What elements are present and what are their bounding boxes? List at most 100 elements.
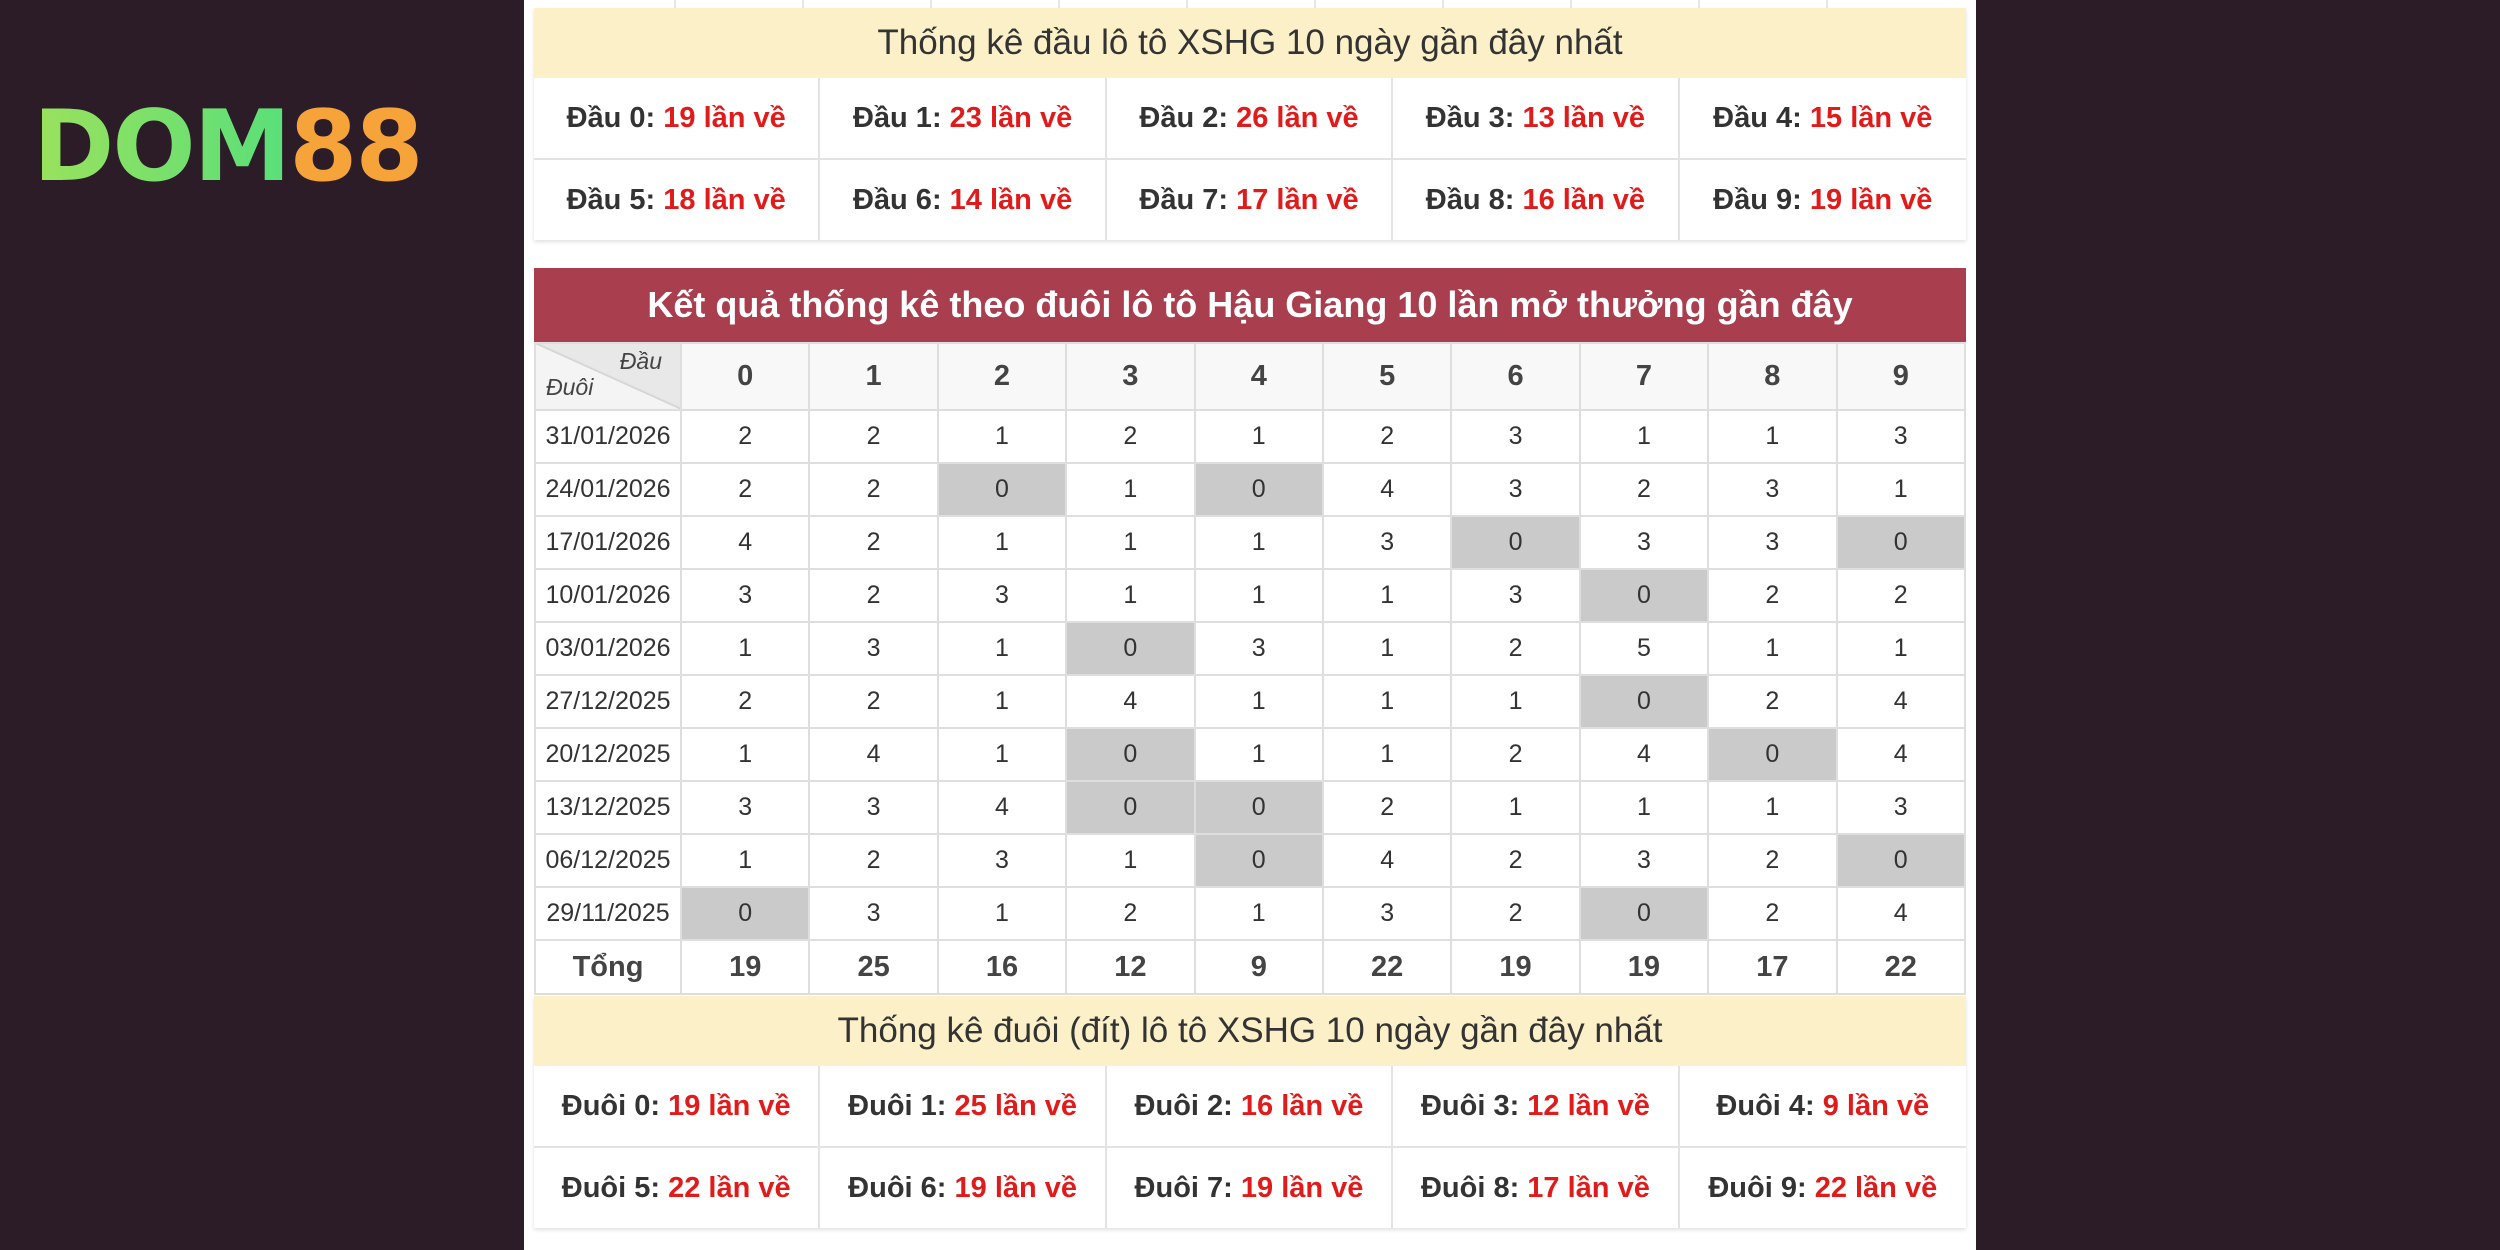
row-date: 20/12/2025 bbox=[534, 727, 682, 782]
table-cell: 3 bbox=[679, 780, 811, 835]
tail-stat-count: 22 lần về bbox=[1814, 1172, 1938, 1204]
table-cell: 0 bbox=[1193, 780, 1324, 835]
table-cell: 4 bbox=[936, 780, 1068, 835]
row-date: 10/01/2026 bbox=[534, 568, 682, 623]
head-stat-label: Đầu 2: bbox=[1139, 102, 1229, 134]
total-cell: 12 bbox=[1065, 939, 1196, 995]
table-row: 13/12/2025 3 3 4 0 0 2 1 1 1 3 bbox=[534, 780, 1967, 835]
table-cell: 0 bbox=[1065, 727, 1196, 782]
tail-stat-item: Đuôi 5: 22 lần về bbox=[534, 1148, 821, 1228]
table-cell: 0 bbox=[1578, 568, 1710, 623]
column-header: 6 bbox=[1450, 342, 1581, 411]
table-cell: 2 bbox=[808, 674, 939, 729]
total-cell: 25 bbox=[808, 939, 939, 995]
table-cell: 3 bbox=[1578, 515, 1710, 570]
table-cell: 2 bbox=[1707, 568, 1838, 623]
head-stat-count: 13 lần về bbox=[1522, 102, 1645, 134]
head-stat-item: Đầu 5: 18 lần về bbox=[534, 160, 821, 240]
column-header: 9 bbox=[1835, 342, 1967, 411]
head-stat-count: 23 lần về bbox=[949, 102, 1073, 134]
table-row: 03/01/2026 1 3 1 0 3 1 2 5 1 1 bbox=[534, 621, 1967, 676]
tail-stat-label: Đuôi 4: bbox=[1716, 1090, 1815, 1122]
table-cell: 0 bbox=[1065, 621, 1196, 676]
column-header: 0 bbox=[679, 342, 811, 411]
table-cell: 0 bbox=[1835, 833, 1967, 888]
tail-stat-label: Đuôi 2: bbox=[1134, 1090, 1233, 1122]
corner-label-duoi: Đuôi bbox=[546, 374, 594, 400]
tail-stat-count: 22 lần về bbox=[668, 1172, 791, 1204]
column-header: 2 bbox=[936, 342, 1068, 411]
table-cell: 3 bbox=[808, 886, 939, 941]
table-cell: 1 bbox=[1321, 568, 1453, 623]
table-cell: 1 bbox=[936, 727, 1068, 782]
table-cell: 3 bbox=[1450, 462, 1581, 517]
table-cell: 1 bbox=[679, 727, 811, 782]
head-stat-label: Đầu 8: bbox=[1425, 184, 1515, 216]
tail-stat-label: Đuôi 6: bbox=[848, 1172, 947, 1204]
table-cell: 2 bbox=[1578, 462, 1710, 517]
table-cell: 1 bbox=[1321, 674, 1453, 729]
table-cell: 2 bbox=[679, 674, 811, 729]
table-cell: 3 bbox=[936, 833, 1068, 888]
column-header: 7 bbox=[1578, 342, 1710, 411]
table-cell: 1 bbox=[1707, 409, 1838, 464]
total-cell: 17 bbox=[1707, 939, 1838, 995]
table-cell: 3 bbox=[1707, 462, 1838, 517]
tail-stat-count: 19 lần về bbox=[668, 1090, 791, 1122]
total-cell: 9 bbox=[1193, 939, 1324, 995]
tail-stat-item: Đuôi 1: 25 lần về bbox=[820, 1066, 1107, 1148]
head-stat-label: Đầu 5: bbox=[566, 184, 656, 216]
table-cell: 2 bbox=[808, 833, 939, 888]
table-cell: 1 bbox=[1065, 515, 1196, 570]
head-stat-item: Đầu 1: 23 lần về bbox=[820, 78, 1107, 160]
tail-stat-label: Đuôi 5: bbox=[561, 1172, 661, 1204]
table-cell: 4 bbox=[1321, 833, 1453, 888]
table-cell: 1 bbox=[1450, 674, 1581, 729]
head-stat-count: 16 lần về bbox=[1522, 184, 1645, 216]
head-stat-count: 19 lần về bbox=[663, 102, 786, 134]
table-row: 20/12/2025 1 4 1 0 1 1 2 4 0 4 bbox=[534, 727, 1967, 782]
table-cell: 1 bbox=[936, 886, 1068, 941]
column-header: 4 bbox=[1193, 342, 1324, 411]
table-cell: 3 bbox=[1835, 780, 1967, 835]
table-cell: 2 bbox=[1450, 621, 1581, 676]
column-header: 1 bbox=[808, 342, 939, 411]
stats-page: Thống kê đầu lô tô XSHG 10 ngày gần đây … bbox=[524, 0, 1976, 1250]
table-cell: 1 bbox=[1835, 621, 1967, 676]
table-cell: 1 bbox=[1193, 568, 1324, 623]
table-cell: 0 bbox=[1193, 833, 1324, 888]
table-cell: 0 bbox=[1835, 515, 1967, 570]
logo-text-88: 88 bbox=[289, 90, 423, 204]
table-cell: 3 bbox=[808, 780, 939, 835]
table-cell: 2 bbox=[1707, 886, 1838, 941]
head-stat-count: 26 lần về bbox=[1236, 102, 1359, 134]
table-cell: 3 bbox=[1321, 886, 1453, 941]
table-cell: 1 bbox=[1193, 886, 1324, 941]
table-row: 24/01/2026 2 2 0 1 0 4 3 2 3 1 bbox=[534, 462, 1967, 517]
tail-stat-label: Đuôi 7: bbox=[1134, 1172, 1233, 1204]
head-stat-item: Đầu 9: 19 lần về bbox=[1680, 160, 1966, 240]
tail-stat-count: 17 lần về bbox=[1527, 1172, 1650, 1204]
head-stat-label: Đầu 9: bbox=[1713, 184, 1802, 216]
total-cell: 19 bbox=[1578, 939, 1710, 995]
dom88-logo[interactable]: DOM88 bbox=[33, 98, 424, 196]
head-stat-label: Đầu 7: bbox=[1139, 184, 1229, 216]
tail-stat-item: Đuôi 2: 16 lần về bbox=[1106, 1066, 1394, 1148]
head-stat-item: Đầu 0: 19 lần về bbox=[534, 78, 821, 160]
table-cell: 0 bbox=[1578, 886, 1710, 941]
tail-stat-count: 9 lần về bbox=[1822, 1090, 1930, 1122]
table-cell: 2 bbox=[1707, 674, 1838, 729]
tail-stat-item: Đuôi 4: 9 lần về bbox=[1679, 1066, 1966, 1148]
tail-stat-item: Đuôi 0: 19 lần về bbox=[534, 1066, 821, 1148]
table-cell: 1 bbox=[1707, 621, 1838, 676]
head-stat-item: Đầu 4: 15 lần về bbox=[1679, 78, 1966, 160]
table-cell: 4 bbox=[1835, 886, 1967, 941]
table-cell: 2 bbox=[1450, 833, 1581, 888]
table-total-row: Tổng 19 25 16 12 9 22 19 19 17 22 bbox=[534, 939, 1967, 995]
table-cell: 0 bbox=[679, 886, 811, 941]
table-cell: 2 bbox=[679, 409, 811, 464]
table-cell: 2 bbox=[1321, 780, 1453, 835]
head-stat-item: Đầu 8: 16 lần về bbox=[1393, 160, 1680, 240]
total-cell: 19 bbox=[679, 939, 811, 995]
total-label: Tổng bbox=[534, 939, 682, 995]
